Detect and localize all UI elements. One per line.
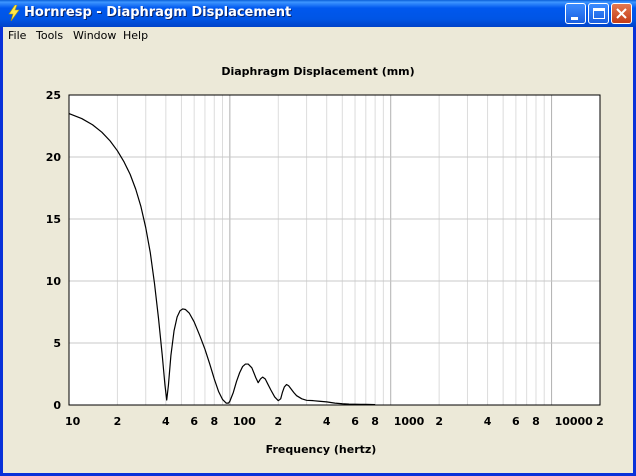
x-tick-label: 100 — [233, 415, 256, 428]
minimize-button[interactable] — [565, 3, 586, 24]
menu-tools[interactable]: Tools — [36, 29, 64, 42]
maximize-icon — [593, 8, 605, 19]
menu-file[interactable]: File — [8, 29, 27, 42]
menu-bar: File Tools Window Help — [3, 27, 633, 46]
x-tick-label: 10000 — [555, 415, 594, 428]
x-tick-label: 2 — [114, 415, 122, 428]
plot-frame — [68, 94, 601, 406]
window-title: Hornresp - Diaphragm Displacement — [24, 5, 292, 20]
x-tick-label: 4 — [484, 415, 492, 428]
x-tick-label: 8 — [532, 415, 540, 428]
x-tick-label: 8 — [371, 415, 379, 428]
x-tick-label: 2 — [435, 415, 443, 428]
x-tick-label: 4 — [162, 415, 170, 428]
x-tick-label: 6 — [512, 415, 520, 428]
maximize-button[interactable] — [588, 3, 609, 24]
y-tick-label: 25 — [46, 89, 61, 102]
x-tick-label: 10 — [65, 415, 81, 428]
lightning-icon — [8, 5, 20, 21]
minimize-icon — [571, 17, 578, 20]
plot-area — [69, 95, 600, 405]
displacement-series-line — [68, 113, 376, 406]
close-icon — [616, 8, 627, 19]
x-axis-label: Frequency (hertz) — [265, 443, 377, 456]
y-tick-label: 10 — [46, 275, 62, 288]
y-tick-label: 20 — [46, 151, 62, 164]
x-tick-label: 2 — [274, 415, 282, 428]
title-bar[interactable]: Hornresp - Diaphragm Displacement — [0, 0, 636, 27]
x-tick-label: 6 — [351, 415, 359, 428]
y-tick-label: 15 — [46, 213, 61, 226]
chart-title: Diaphragm Displacement (mm) — [221, 65, 415, 78]
close-button[interactable] — [611, 3, 632, 24]
x-tick-label: 1000 — [394, 415, 425, 428]
x-tick-label: 4 — [323, 415, 331, 428]
x-tick-label: 2 — [596, 415, 604, 428]
y-tick-label: 0 — [53, 399, 61, 412]
menu-help[interactable]: Help — [123, 29, 149, 42]
menu-window[interactable]: Window — [73, 29, 117, 42]
y-tick-label: 5 — [53, 337, 61, 350]
x-tick-label: 8 — [210, 415, 218, 428]
x-tick-label: 6 — [190, 415, 198, 428]
